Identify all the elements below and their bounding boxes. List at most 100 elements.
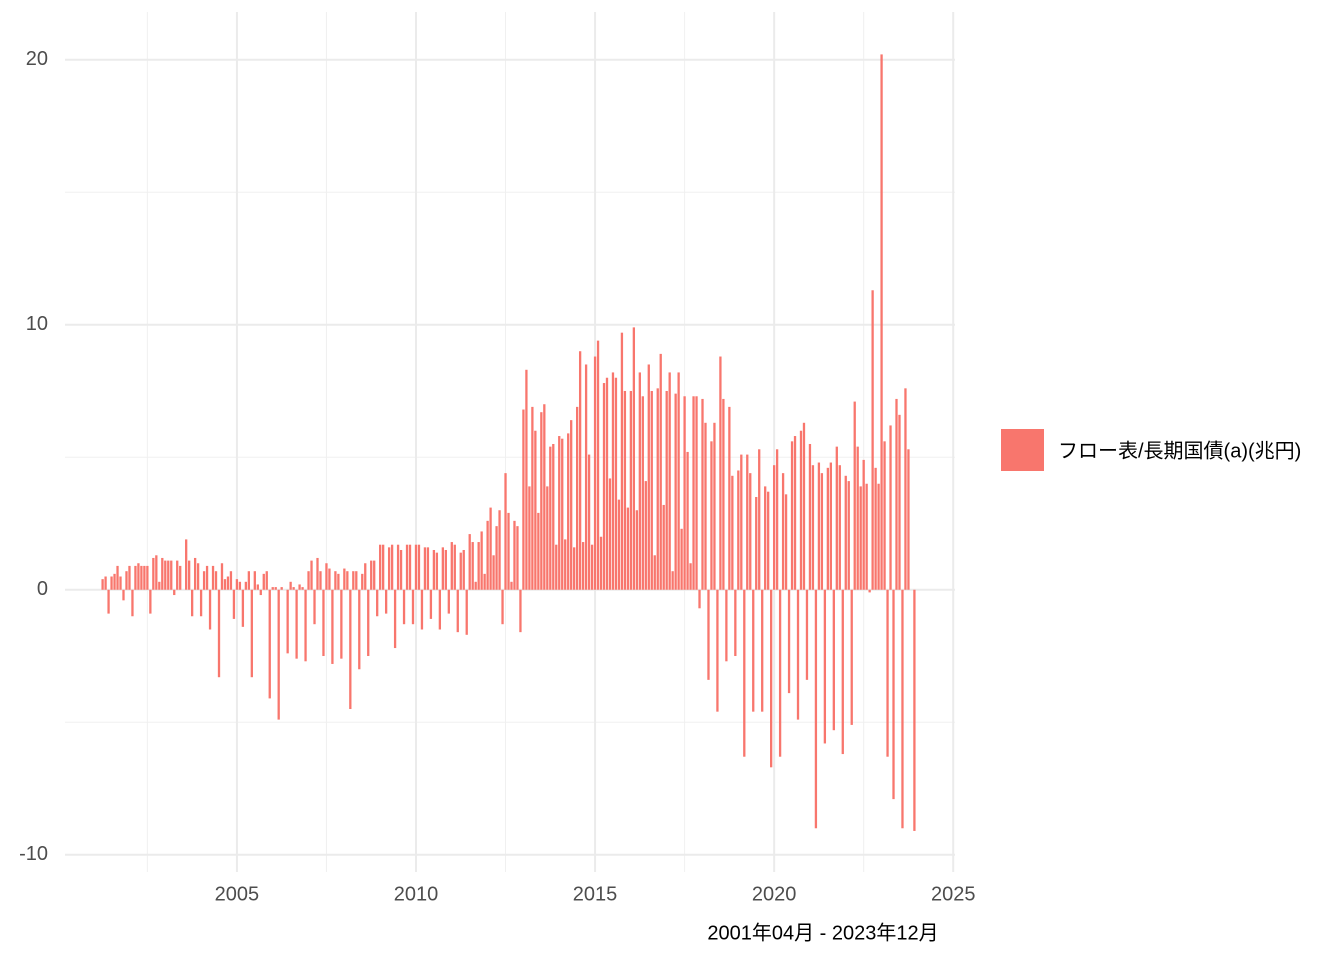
bar xyxy=(749,473,752,590)
bar xyxy=(531,406,534,590)
bar xyxy=(549,446,552,590)
bar xyxy=(764,486,767,590)
bar xyxy=(167,560,170,590)
x-tick-label: 2010 xyxy=(394,883,439,905)
bar xyxy=(358,589,361,670)
bar xyxy=(605,377,609,590)
bar xyxy=(328,568,331,590)
y-tick-label: 10 xyxy=(26,313,48,335)
bar xyxy=(802,422,806,590)
bar xyxy=(593,356,597,590)
bar xyxy=(134,565,137,590)
bar xyxy=(662,504,665,590)
bar xyxy=(599,536,603,590)
bar xyxy=(775,449,779,590)
grid xyxy=(65,12,955,872)
bar xyxy=(832,589,835,731)
x-tick-label: 2025 xyxy=(931,883,976,905)
bar xyxy=(331,589,334,664)
bar xyxy=(641,396,644,590)
bar xyxy=(223,579,227,590)
bar xyxy=(474,581,477,590)
bar xyxy=(555,544,558,590)
bar xyxy=(435,552,439,590)
bar xyxy=(334,571,337,590)
bar xyxy=(713,422,716,590)
bar xyxy=(298,584,301,590)
bar xyxy=(238,581,242,590)
bar xyxy=(313,589,316,625)
bar xyxy=(346,571,349,590)
bar xyxy=(310,560,313,590)
bar xyxy=(656,388,659,590)
bar xyxy=(376,589,379,617)
bar xyxy=(787,589,791,694)
bars xyxy=(101,54,916,831)
bar xyxy=(158,581,161,590)
bar xyxy=(107,589,110,614)
bar xyxy=(602,383,606,590)
bar xyxy=(292,587,295,590)
bar xyxy=(617,499,621,590)
bar xyxy=(638,372,641,590)
bar xyxy=(373,560,376,590)
bar xyxy=(277,589,280,720)
bar xyxy=(507,512,510,590)
bar xyxy=(632,327,636,590)
bar xyxy=(405,544,409,590)
bar xyxy=(414,544,418,590)
bar xyxy=(289,581,292,590)
bar xyxy=(140,565,143,590)
bar xyxy=(534,430,537,590)
bar xyxy=(319,571,322,590)
bar xyxy=(728,406,731,590)
bar xyxy=(438,589,442,630)
bar xyxy=(137,563,140,590)
bar xyxy=(907,449,910,590)
legend-swatch xyxy=(1001,429,1044,471)
bar xyxy=(761,589,764,712)
bar xyxy=(367,589,370,657)
bar xyxy=(677,372,680,590)
bar xyxy=(483,573,486,590)
bar xyxy=(128,565,131,590)
bar xyxy=(790,441,794,590)
y-tick-label: -10 xyxy=(19,843,48,865)
bar xyxy=(250,589,253,678)
bar xyxy=(576,406,579,590)
y-tick-label: 0 xyxy=(37,578,48,600)
bar xyxy=(352,571,355,590)
bar xyxy=(459,552,462,590)
legend-label: フロー表/長期国債(a)(兆円) xyxy=(1058,439,1301,462)
bar xyxy=(462,549,465,590)
bar xyxy=(190,589,194,617)
bar xyxy=(767,491,770,590)
bar xyxy=(895,398,898,590)
bar xyxy=(423,547,427,590)
bar xyxy=(847,481,850,590)
bar xyxy=(480,531,483,590)
bar xyxy=(817,462,821,590)
bar xyxy=(901,589,904,829)
bar xyxy=(525,369,528,590)
bar xyxy=(161,557,164,590)
bar xyxy=(447,589,450,614)
bar xyxy=(805,589,809,680)
bar xyxy=(793,436,797,590)
bar xyxy=(841,589,844,755)
bar xyxy=(382,544,385,590)
bar xyxy=(772,465,776,590)
bar xyxy=(850,589,853,725)
bar xyxy=(892,589,895,800)
bar xyxy=(274,587,277,590)
bar xyxy=(689,563,692,590)
bar xyxy=(820,473,824,590)
bar xyxy=(387,547,391,590)
bar xyxy=(122,589,125,601)
bar xyxy=(164,560,167,590)
y-tick-label: 20 xyxy=(26,48,48,70)
bar xyxy=(343,568,346,590)
bar xyxy=(202,571,206,590)
bar xyxy=(695,396,698,590)
bar xyxy=(486,520,489,590)
